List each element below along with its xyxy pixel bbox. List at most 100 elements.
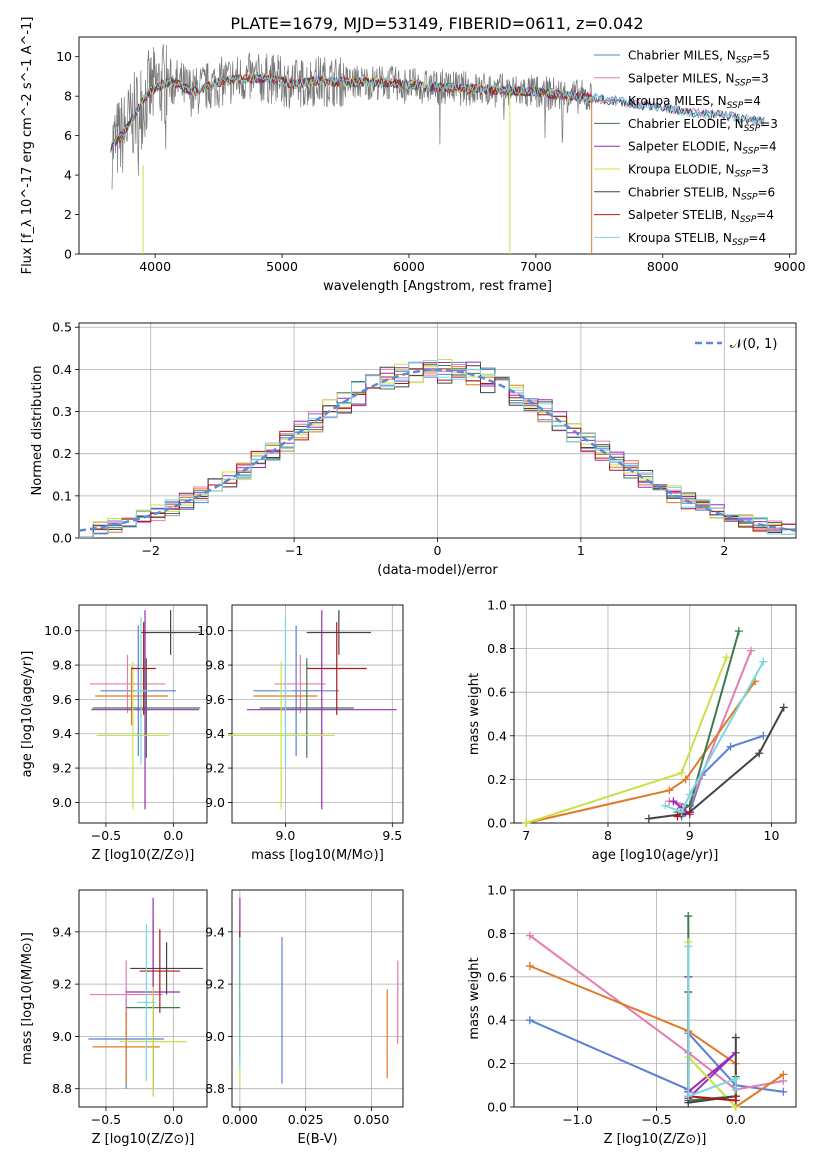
legend-label: Chabrier STELIB, NSSP=6 bbox=[628, 185, 775, 202]
series-point bbox=[755, 749, 764, 758]
x-tick-label: 9.0 bbox=[275, 828, 295, 843]
y-tick-label: 8.8 bbox=[205, 1081, 225, 1096]
axes-frame bbox=[513, 889, 797, 1108]
observed-spectrum-line bbox=[111, 44, 593, 190]
series-line bbox=[681, 734, 764, 818]
x-tick-label: 0.025 bbox=[288, 1112, 324, 1127]
normal-pdf-line bbox=[78, 368, 797, 532]
legend-label-part: Salpeter ELODIE, N bbox=[628, 140, 742, 154]
y-tick-label: 9.0 bbox=[52, 1029, 72, 1044]
x-tick-label: −1.0 bbox=[562, 1112, 592, 1127]
legend-label-sub: SSP bbox=[742, 147, 759, 157]
x-tick-label: 9 bbox=[686, 828, 694, 843]
x-tick-label: 9000 bbox=[774, 259, 806, 274]
x-tick-label: −2 bbox=[141, 543, 159, 558]
legend-label-sub: SSP bbox=[727, 101, 744, 111]
y-tick-label: 0.3 bbox=[52, 404, 72, 419]
legend-label-part: =3 bbox=[751, 163, 769, 177]
legend-label-sub: SSP bbox=[735, 170, 752, 180]
panel-age_vs_Z: −0.5 0.0 9.0 9.2 9.4 9.6 9.8 10.0 Z [log10(Z/Z⊙)… bbox=[20, 604, 208, 863]
legend-label-part: Kroupa ELODIE, N bbox=[628, 163, 735, 177]
y-tick-label: 0.8 bbox=[487, 926, 507, 941]
y-axis-label: mass weight bbox=[467, 673, 482, 755]
series-point bbox=[779, 1070, 788, 1079]
y-tick-label: 0.0 bbox=[487, 816, 507, 831]
legend-label-part: =3 bbox=[751, 71, 769, 85]
series-point bbox=[677, 808, 686, 817]
x-tick-label: −0.5 bbox=[91, 1112, 121, 1127]
y-tick-label: 2 bbox=[64, 207, 72, 222]
y-tick-label: 9.2 bbox=[205, 761, 225, 776]
y-tick-label: 9.2 bbox=[205, 977, 225, 992]
x-tick-label: 8 bbox=[604, 828, 612, 843]
model-spectrum-kroupa_stelib bbox=[110, 72, 765, 153]
y-tick-label: 6 bbox=[64, 128, 72, 143]
series-line bbox=[664, 661, 765, 814]
y-tick-label: 9.4 bbox=[52, 924, 72, 939]
panel-age_vs_mass: 9.0 9.5 9.0 9.2 9.4 9.6 9.8 10.0 mass [log10(M/M… bbox=[197, 604, 404, 863]
legend-label-part: =4 bbox=[748, 231, 766, 245]
y-tick-label: 9.4 bbox=[205, 924, 225, 939]
y-axis-label: mass weight bbox=[467, 957, 482, 1039]
x-tick-label: 0.0 bbox=[163, 828, 183, 843]
y-tick-label: 0.2 bbox=[52, 446, 72, 461]
x-tick-label: 5000 bbox=[266, 259, 298, 274]
y-tick-label: 9.6 bbox=[52, 692, 72, 707]
series-point bbox=[759, 657, 768, 666]
x-tick-label: 7000 bbox=[520, 259, 552, 274]
y-tick-label: 0.8 bbox=[487, 641, 507, 656]
legend-label-sub: SSP bbox=[741, 192, 758, 202]
x-tick-label: 0 bbox=[434, 543, 442, 558]
legend-label: Kroupa STELIB, NSSP=4 bbox=[628, 231, 766, 248]
y-tick-label: 0.0 bbox=[487, 1100, 507, 1115]
legend-label-part: Chabrier ELODIE, N bbox=[628, 117, 744, 131]
y-tick-label: 9.6 bbox=[205, 692, 225, 707]
legend-label-part: =4 bbox=[756, 208, 774, 222]
x-axis-label: E(B-V) bbox=[297, 1132, 337, 1147]
y-tick-label: 8.8 bbox=[52, 1081, 72, 1096]
series-point bbox=[747, 646, 756, 655]
series-point bbox=[722, 653, 731, 662]
y-tick-label: 9.0 bbox=[205, 1029, 225, 1044]
x-tick-label: 1 bbox=[577, 543, 585, 558]
legend-label-part: =6 bbox=[758, 185, 776, 199]
legend-label: Salpeter STELIB, NSSP=4 bbox=[628, 208, 774, 225]
legend-label-part: =4 bbox=[759, 140, 777, 154]
x-tick-label: 7 bbox=[522, 828, 530, 843]
series-point bbox=[661, 801, 670, 810]
chart-layer: 4000 5000 6000 7000 8000 90000246810wavelengt… bbox=[20, 17, 806, 1147]
x-tick-label: 6000 bbox=[393, 259, 425, 274]
axes-frame bbox=[513, 604, 797, 824]
y-tick-label: 0.6 bbox=[487, 969, 507, 984]
axes-frame bbox=[231, 889, 404, 1108]
series-line bbox=[526, 680, 756, 824]
y-tick-label: 0.2 bbox=[487, 1056, 507, 1071]
x-tick-label: −1 bbox=[285, 543, 303, 558]
legend-label-sub: SSP bbox=[735, 78, 752, 88]
y-axis-label: Flux [f_λ 10^-17 erg cm^-2 s^-1 A^-1] bbox=[20, 17, 35, 275]
legend-label: 𝒩(0, 1) bbox=[730, 337, 777, 352]
y-tick-label: 0 bbox=[64, 247, 72, 262]
legend-label-sub: SSP bbox=[736, 56, 753, 66]
x-axis-label: Z [log10(Z/Z⊙)] bbox=[604, 1132, 707, 1147]
legend-label: Chabrier MILES, NSSP=5 bbox=[628, 49, 770, 66]
x-tick-label: 8000 bbox=[647, 259, 679, 274]
y-tick-label: 9.4 bbox=[52, 726, 72, 741]
y-tick-label: 4 bbox=[64, 168, 72, 183]
legend-label-part: Chabrier STELIB, N bbox=[628, 185, 741, 199]
figure-title: PLATE=1679, MJD=53149, FIBERID=0611, z=0… bbox=[230, 14, 643, 33]
series-point bbox=[685, 790, 694, 799]
series-line bbox=[525, 656, 728, 824]
series-point bbox=[525, 961, 534, 970]
series-point bbox=[673, 812, 682, 821]
series-point bbox=[669, 797, 678, 806]
legend-label-part: Chabrier MILES, N bbox=[628, 49, 736, 63]
legend-label-sub: SSP bbox=[732, 238, 749, 248]
y-tick-label: 10.0 bbox=[44, 623, 72, 638]
x-tick-label: 4000 bbox=[139, 259, 171, 274]
axes-frame bbox=[78, 36, 797, 255]
x-tick-label: 0.0 bbox=[163, 1112, 183, 1127]
legend-label-part: Kroupa STELIB, N bbox=[628, 231, 732, 245]
series-point bbox=[665, 786, 674, 795]
